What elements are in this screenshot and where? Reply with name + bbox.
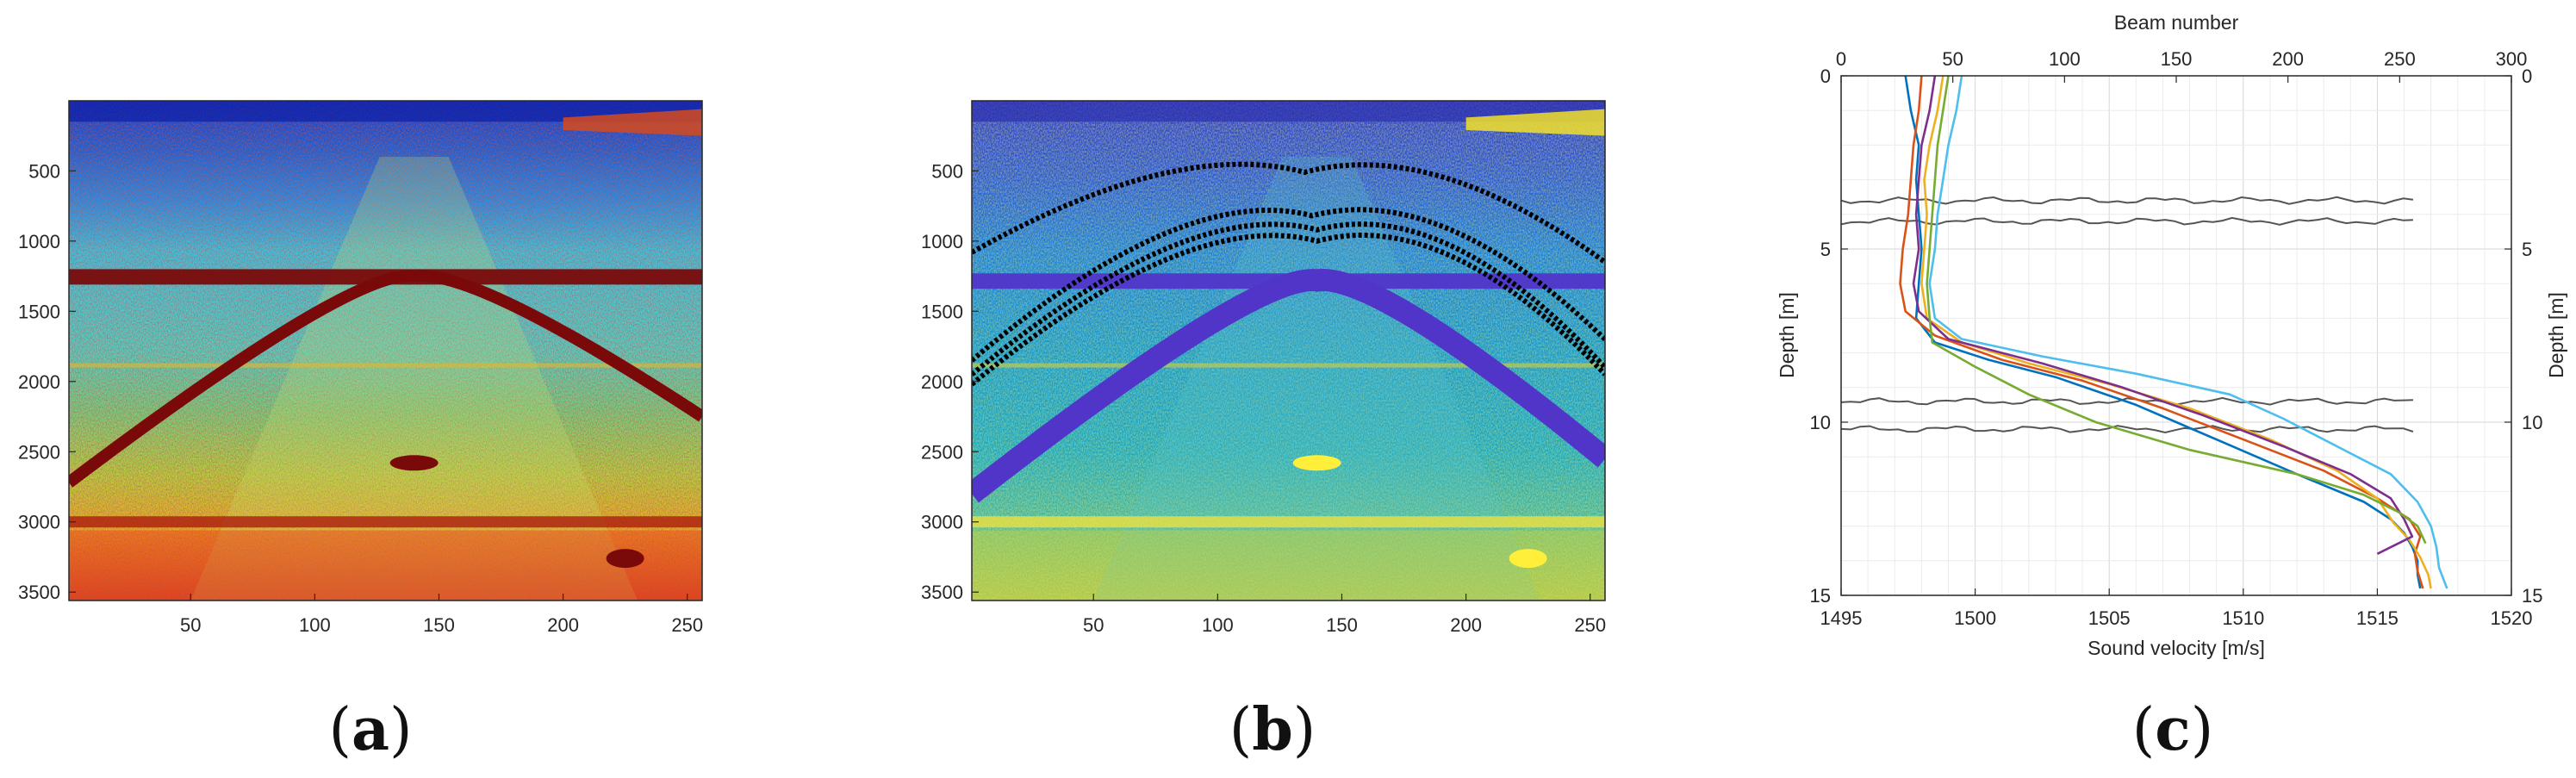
left-tick-label: 5 — [1820, 239, 1831, 260]
wavy-line-1 — [1840, 196, 2414, 205]
y-tick-label: 3000 — [921, 512, 963, 533]
panel-b-x-ticks: 50 100 150 200 250 — [1083, 594, 1606, 636]
top-tick-label: 200 — [2272, 48, 2304, 70]
left-tick-label: 15 — [1810, 585, 1831, 607]
panel-a-heatmap: 50 100 150 200 250 500 1000 1500 2000 2500 3000 35… — [18, 100, 703, 636]
x-tick-label: 250 — [671, 614, 703, 636]
y-tick-label: 2500 — [921, 441, 963, 463]
panel-a-y-ticks: 500 1000 1500 2000 2500 3000 3500 — [18, 160, 76, 603]
x-tick-label: 200 — [1450, 614, 1482, 636]
x-tick-label: 100 — [299, 614, 331, 636]
left-tick-label: 10 — [1810, 412, 1831, 433]
panel-b-image — [972, 101, 1605, 601]
y-tick-label: 1000 — [18, 231, 60, 252]
wavy-line-4 — [1840, 425, 2414, 434]
y-tick-label: 3000 — [18, 512, 60, 533]
panel-c-series — [1899, 75, 2448, 589]
top-tick-label: 250 — [2384, 48, 2416, 70]
y-tick-label: 3500 — [18, 582, 60, 603]
panel-c-label: (c) — [2132, 695, 2213, 764]
panel-a-frame — [68, 100, 703, 601]
y-tick-label: 1500 — [921, 301, 963, 322]
tracked-arc-1 — [972, 161, 1605, 265]
x-tick-label: 50 — [180, 614, 201, 636]
bottom-tick-label: 1505 — [2088, 607, 2131, 629]
panel-b-label: (b) — [1229, 695, 1316, 764]
y-tick-label: 2000 — [18, 371, 60, 393]
main-arc — [69, 270, 702, 488]
x-tick-label: 100 — [1202, 614, 1234, 636]
panel-b-heatmap: 50 100 150 200 250 500 1000 1500 2000 2500 3000 35… — [921, 100, 1606, 636]
y-tick-label: 3500 — [921, 582, 963, 603]
profile-line-6 — [1928, 75, 2448, 589]
top-tick-label: 300 — [2496, 48, 2528, 70]
bottom-tick-label: 1495 — [1820, 607, 1863, 629]
bottom-tick-label: 1500 — [1954, 607, 1996, 629]
right-tick-label: 10 — [2522, 412, 2542, 433]
panel-b-frame — [971, 100, 1606, 601]
panel-a-label: (a) — [328, 695, 412, 764]
profile-line-2 — [1899, 75, 2424, 589]
bottom-region — [972, 530, 1605, 601]
main-arc — [972, 269, 1605, 503]
y-tick-label: 500 — [28, 160, 60, 182]
panel-c-right-y-axis-label: Depth [m] — [2545, 292, 2567, 378]
surface-hotspot — [1465, 109, 1605, 136]
panel-c-y-axis-label: Depth [m] — [1776, 292, 1798, 378]
right-tick-label: 0 — [2522, 65, 2532, 87]
y-tick-label: 1500 — [18, 301, 60, 322]
bottom-region — [69, 530, 702, 601]
panel-c-top-x-axis-label: Beam number — [2114, 11, 2239, 34]
profile-line-4 — [1912, 75, 2414, 555]
tracked-arc-2 — [972, 207, 1605, 363]
blob-1 — [389, 455, 439, 471]
top-tick-label: 0 — [1836, 48, 1846, 70]
mid-reflector — [69, 363, 702, 368]
blob-2 — [606, 549, 644, 569]
panel-a-image — [69, 101, 702, 601]
x-tick-label: 250 — [1574, 614, 1606, 636]
bottom-band — [69, 516, 702, 528]
right-tick-label: 5 — [2522, 239, 2532, 260]
top-tick-label: 150 — [2161, 48, 2193, 70]
speckle-cone — [1093, 157, 1541, 601]
left-tick-label: 0 — [1820, 65, 1831, 87]
surface-hotspot — [563, 109, 702, 136]
tracked-arc-4 — [972, 233, 1605, 387]
speckle-cone — [190, 157, 638, 601]
panel-a-x-ticks: 50 100 150 200 250 — [180, 594, 703, 636]
bottom-tick-label: 1520 — [2491, 607, 2533, 629]
right-tick-label: 15 — [2522, 585, 2542, 607]
bottom-tick-label: 1510 — [2222, 607, 2264, 629]
blob-1 — [1292, 455, 1341, 471]
x-tick-label: 50 — [1083, 614, 1104, 636]
x-tick-label: 150 — [1326, 614, 1358, 636]
y-tick-label: 2500 — [18, 441, 60, 463]
panel-c-plot-area — [1841, 76, 2511, 595]
panel-c-x-axis-label: Sound velocity [m/s] — [2088, 637, 2265, 659]
y-tick-label: 2000 — [921, 371, 963, 393]
x-tick-label: 200 — [547, 614, 579, 636]
x-tick-label: 150 — [423, 614, 455, 636]
profile-line-3 — [1920, 75, 2432, 589]
bottom-tick-label: 1515 — [2356, 607, 2399, 629]
wavy-line-3 — [1840, 396, 2413, 406]
tracked-arc-3 — [972, 221, 1605, 377]
bottom-band — [972, 516, 1605, 528]
y-tick-label: 1000 — [921, 231, 963, 252]
top-tick-label: 50 — [1942, 48, 1963, 70]
profile-line-5 — [1926, 75, 2427, 545]
mid-reflector — [972, 363, 1605, 368]
top-tick-label: 100 — [2049, 48, 2081, 70]
y-tick-label: 500 — [931, 160, 963, 182]
panel-b-y-ticks: 500 1000 1500 2000 2500 3000 3500 — [921, 160, 979, 603]
blob-2 — [1509, 549, 1547, 569]
